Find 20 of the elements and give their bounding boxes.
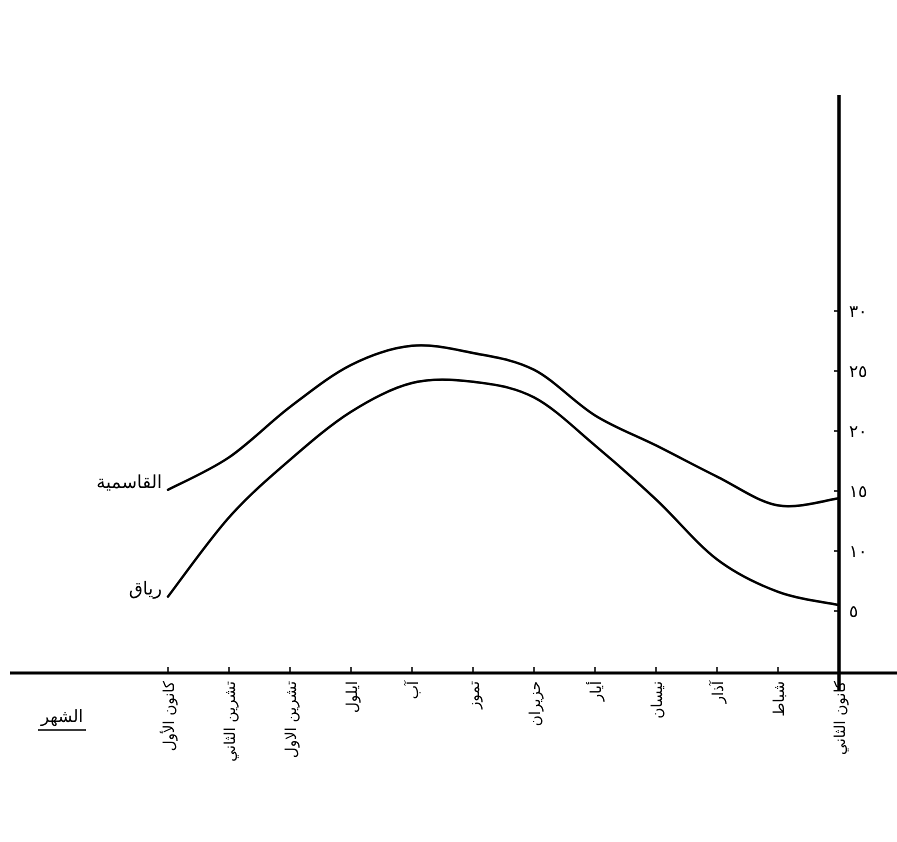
x-tick-label: أيار <box>586 681 605 702</box>
x-tick-label: تموز <box>465 681 483 710</box>
y-tick-label: ١٥ <box>849 482 868 502</box>
series-label: رياق <box>128 578 162 600</box>
x-tick-label: تشرين الثاني <box>221 681 239 762</box>
x-tick-label: كانون الأول <box>159 680 178 752</box>
x-tick-label: آب <box>403 680 422 700</box>
y-tick-label: ٥ <box>849 602 858 622</box>
x-tick-label: ايلول <box>343 681 361 713</box>
x-tick-label: تشرين الاول <box>282 681 300 758</box>
y-tick-label: ٢٠ <box>849 422 868 442</box>
x-tick-label: نيسان <box>648 681 666 719</box>
x-axis-title: الشهر <box>40 707 84 727</box>
x-tick-label: حزيران <box>526 681 544 726</box>
x-tick-label: آذار <box>708 680 727 704</box>
x-tick-label: شباط <box>770 681 788 717</box>
series-label: القاسمية <box>96 472 162 493</box>
y-tick-label: ١٠ <box>849 542 868 562</box>
y-tick-label: ٣٠ <box>849 302 868 322</box>
y-tick-label: ٢٥ <box>849 362 868 382</box>
